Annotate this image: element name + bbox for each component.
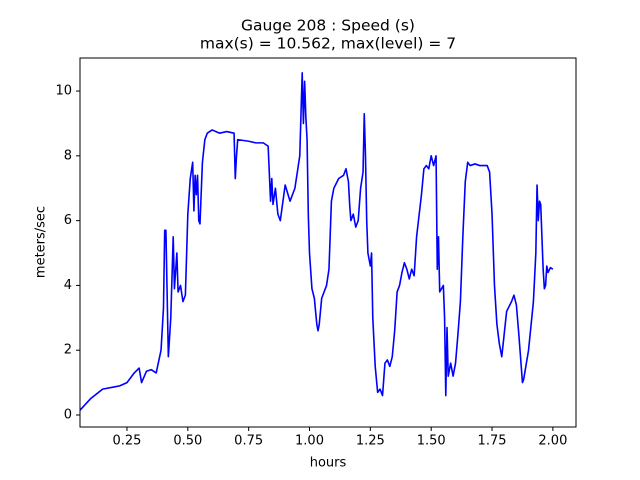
x-tick-label: 0.25	[112, 434, 141, 449]
data-line	[79, 72, 554, 411]
y-tick-label: 0	[64, 408, 72, 423]
x-tick-label: 0.75	[234, 434, 263, 449]
chart-title: Gauge 208 : Speed (s)	[241, 17, 415, 35]
y-tick-label: 10	[55, 84, 72, 99]
y-tick-label: 4	[64, 278, 72, 293]
x-tick-label: 1.00	[295, 434, 324, 449]
x-tick-label: 1.75	[478, 434, 507, 449]
x-tick-label: 1.25	[356, 434, 385, 449]
y-tick-label: 2	[64, 343, 72, 358]
x-tick-label: 2.00	[538, 434, 567, 449]
y-tick-label: 6	[64, 213, 72, 228]
x-tick-label: 1.50	[417, 434, 446, 449]
axes-frame	[79, 57, 577, 428]
chart-subtitle: max(s) = 10.562, max(level) = 7	[200, 35, 456, 53]
y-axis-label: meters/sec	[34, 206, 49, 278]
plot-area	[79, 72, 554, 411]
x-axis-label: hours	[310, 456, 347, 471]
x-tick-label: 0.50	[173, 434, 202, 449]
y-tick-label: 8	[64, 148, 72, 163]
